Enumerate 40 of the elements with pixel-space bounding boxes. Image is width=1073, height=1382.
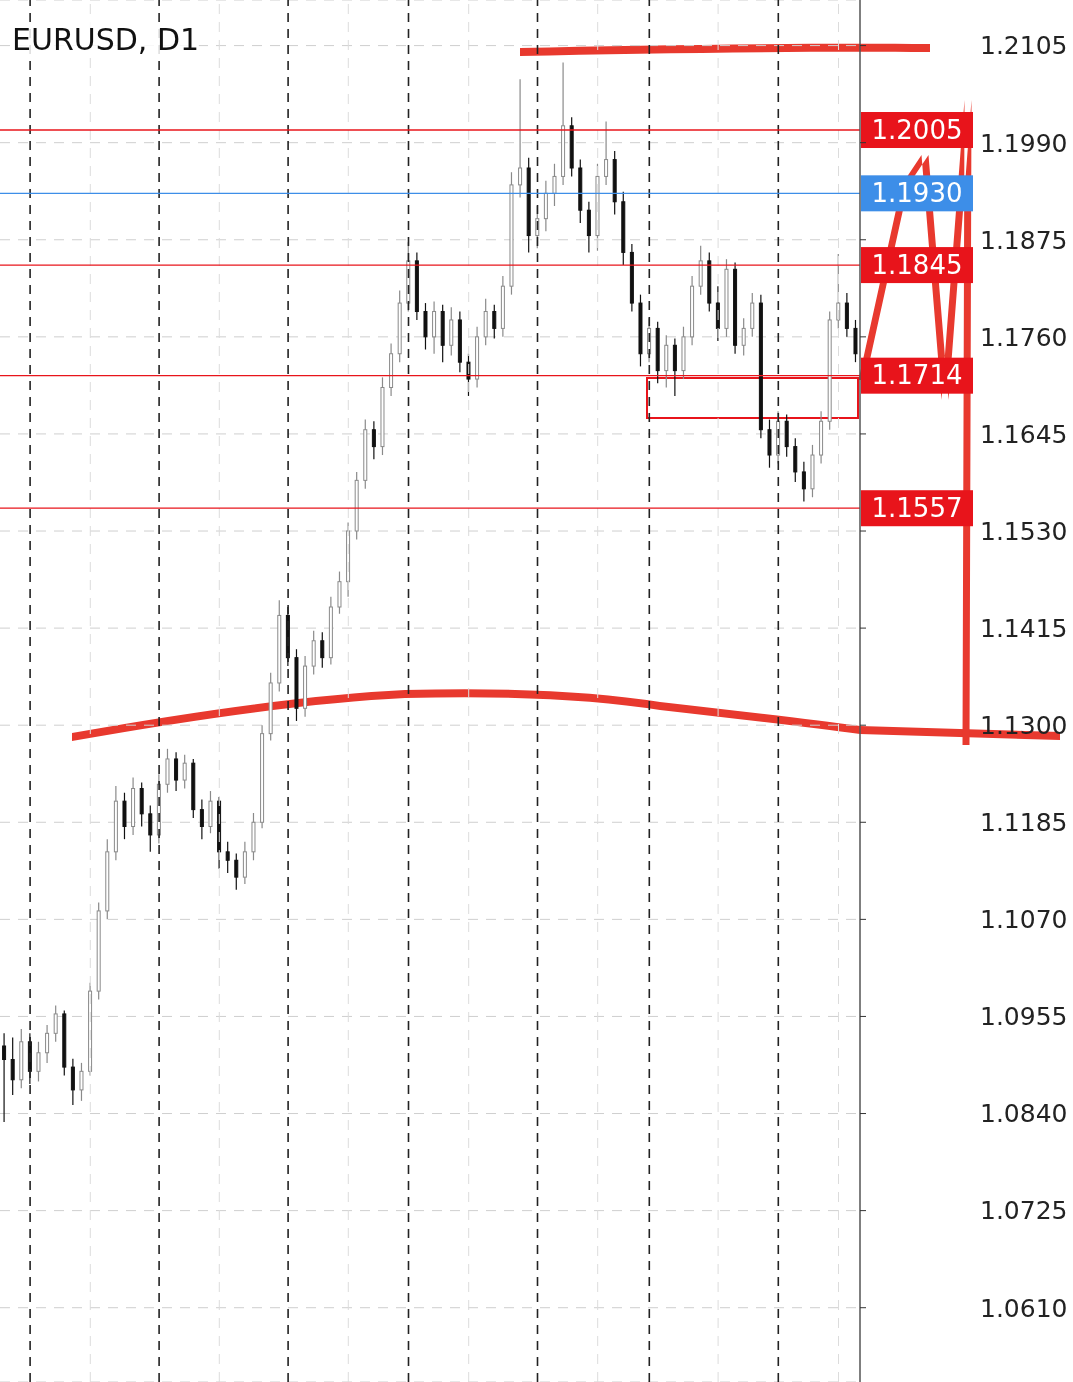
candlestick (79, 1062, 84, 1102)
y-tick-label: 1.0840 (980, 1099, 1068, 1129)
y-tick-label: 1.1990 (980, 128, 1068, 158)
candlestick (801, 461, 806, 503)
candlestick (741, 317, 746, 357)
y-tick-label: 1.0955 (980, 1002, 1068, 1032)
ref-line-label: 1.2005 (871, 114, 963, 145)
candlestick (320, 631, 325, 669)
y-tick-label: 1.1645 (980, 419, 1068, 449)
y-tick-label: 1.0610 (980, 1293, 1068, 1323)
y-tick-label: 1.1415 (980, 613, 1068, 643)
candlestick (371, 420, 376, 460)
candlestick (53, 1004, 58, 1043)
y-tick-label: 1.1760 (980, 322, 1068, 352)
y-tick-label: 1.1070 (980, 905, 1068, 935)
candlestick (182, 754, 187, 790)
candlestick (604, 120, 609, 186)
ref-line-label: 1.1714 (871, 360, 963, 391)
ref-line-label: 1.1557 (871, 492, 963, 523)
candlestick (199, 798, 204, 840)
text: EURUSD, D1 (12, 22, 200, 57)
candlestick (70, 1058, 75, 1106)
candlestick (552, 163, 557, 207)
candlestick (45, 1024, 50, 1064)
candlestick (492, 304, 497, 340)
candlestick (10, 1036, 15, 1096)
candlestick (225, 841, 230, 874)
ref-line-label: 1.1845 (871, 249, 963, 280)
candlestick (148, 804, 153, 853)
candlestick (518, 78, 523, 199)
y-tick-label: 1.1530 (980, 516, 1068, 546)
candlestick (2, 1032, 7, 1123)
y-tick-label: 1.0725 (980, 1196, 1068, 1226)
candlestick (36, 1041, 41, 1083)
y-tick-label: 1.1185 (980, 808, 1068, 838)
y-tick-label: 1.2105 (980, 31, 1068, 61)
candlestick (234, 852, 239, 891)
ref-line-label: 1.1930 (871, 177, 963, 208)
y-tick-label: 1.1875 (980, 225, 1068, 255)
candlestick (174, 751, 179, 792)
